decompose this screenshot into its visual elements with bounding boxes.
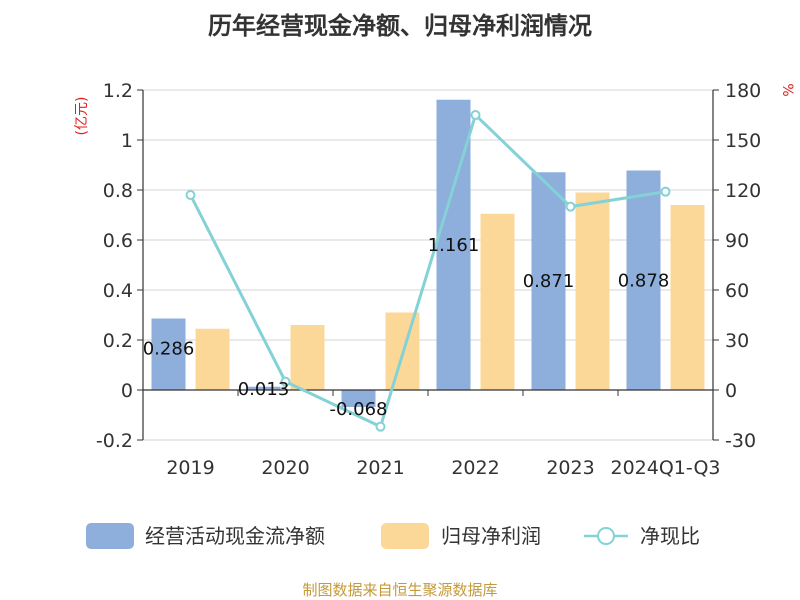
- ratio-point: [185, 190, 196, 200]
- ratio-line: [189, 112, 666, 429]
- bar-value-label: 0.878: [618, 270, 670, 291]
- legend-marker-ratio: [597, 527, 615, 545]
- category-label: 2019: [166, 457, 214, 479]
- bar-operating-cashflow: [626, 170, 661, 390]
- category-label: 2020: [261, 457, 309, 479]
- category-label: 2023: [546, 457, 594, 479]
- ratio-point: [280, 376, 291, 387]
- bar-net-profit: [195, 328, 230, 390]
- legend-label-cashflow: 经营活动现金流净额: [145, 524, 325, 548]
- left-tick-label: 0.4: [103, 280, 133, 302]
- category-label: 2024Q1-Q3: [611, 457, 721, 479]
- left-tick-label: 0.6: [103, 230, 133, 252]
- ratio-point: [375, 421, 386, 432]
- right-tick-label: 90: [725, 230, 749, 252]
- right-tick-label: 60: [725, 280, 749, 302]
- legend-swatch-profit: [381, 523, 429, 549]
- legend-label-ratio: 净现比: [640, 524, 700, 548]
- ratio-point: [565, 201, 576, 212]
- bar-net-profit: [670, 205, 705, 390]
- bar-value-label: 1.161: [428, 235, 480, 256]
- bar-value-labels: 0.286 0.013 -0.068 1.161 0.871 0.878: [143, 235, 670, 420]
- category-label: 2022: [451, 457, 499, 479]
- right-tick-label: 0: [725, 380, 737, 402]
- left-tick-label: 0.8: [103, 180, 133, 202]
- right-tick-label: 180: [725, 80, 761, 102]
- axes: -0.2 0 0.2 0.4 0.6 0.8 1 1.2 -30 0 30 60 90 120 150 180…: [74, 80, 795, 479]
- bar-operating-cashflow: [246, 386, 281, 390]
- bar-value-label: 0.286: [143, 339, 195, 360]
- left-tick-label: -0.2: [96, 430, 133, 452]
- bar-net-profit: [290, 325, 325, 390]
- ratio-point: [470, 110, 481, 120]
- bar-net-profit: [480, 213, 515, 390]
- right-tick-label: 30: [725, 330, 749, 352]
- category-label: 2021: [356, 457, 404, 479]
- bar-value-label: 0.013: [238, 379, 290, 400]
- ratio-line-series: [185, 110, 671, 432]
- legend-swatch-cashflow: [86, 523, 134, 549]
- left-axis-unit: (亿元): [74, 97, 90, 136]
- left-tick-label: 0: [121, 380, 133, 402]
- right-tick-label: -30: [725, 430, 756, 452]
- left-tick-label: 1: [121, 130, 133, 152]
- ratio-point: [660, 186, 671, 197]
- left-tick-label: 1.2: [103, 80, 133, 102]
- bar-operating-cashflow: [151, 318, 186, 390]
- left-tick-label: 0.2: [103, 330, 133, 352]
- bar-net-profit: [575, 192, 610, 390]
- source-note: 制图数据来自恒生聚源数据库: [302, 581, 497, 599]
- right-axis-unit: %: [779, 83, 795, 96]
- right-tick-label: 120: [725, 180, 761, 202]
- bar-value-label: 0.871: [523, 271, 575, 292]
- bar-value-label: -0.068: [329, 399, 387, 420]
- legend: 经营活动现金流净额 归母净利润 净现比: [86, 523, 700, 549]
- right-tick-label: 150: [725, 130, 761, 152]
- bar-operating-cashflow: [531, 172, 566, 390]
- bar-series: [151, 99, 705, 407]
- chart-title: 历年经营现金净额、归母净利润情况: [208, 12, 592, 40]
- bar-operating-cashflow: [341, 390, 376, 407]
- legend-label-profit: 归母净利润: [441, 524, 541, 548]
